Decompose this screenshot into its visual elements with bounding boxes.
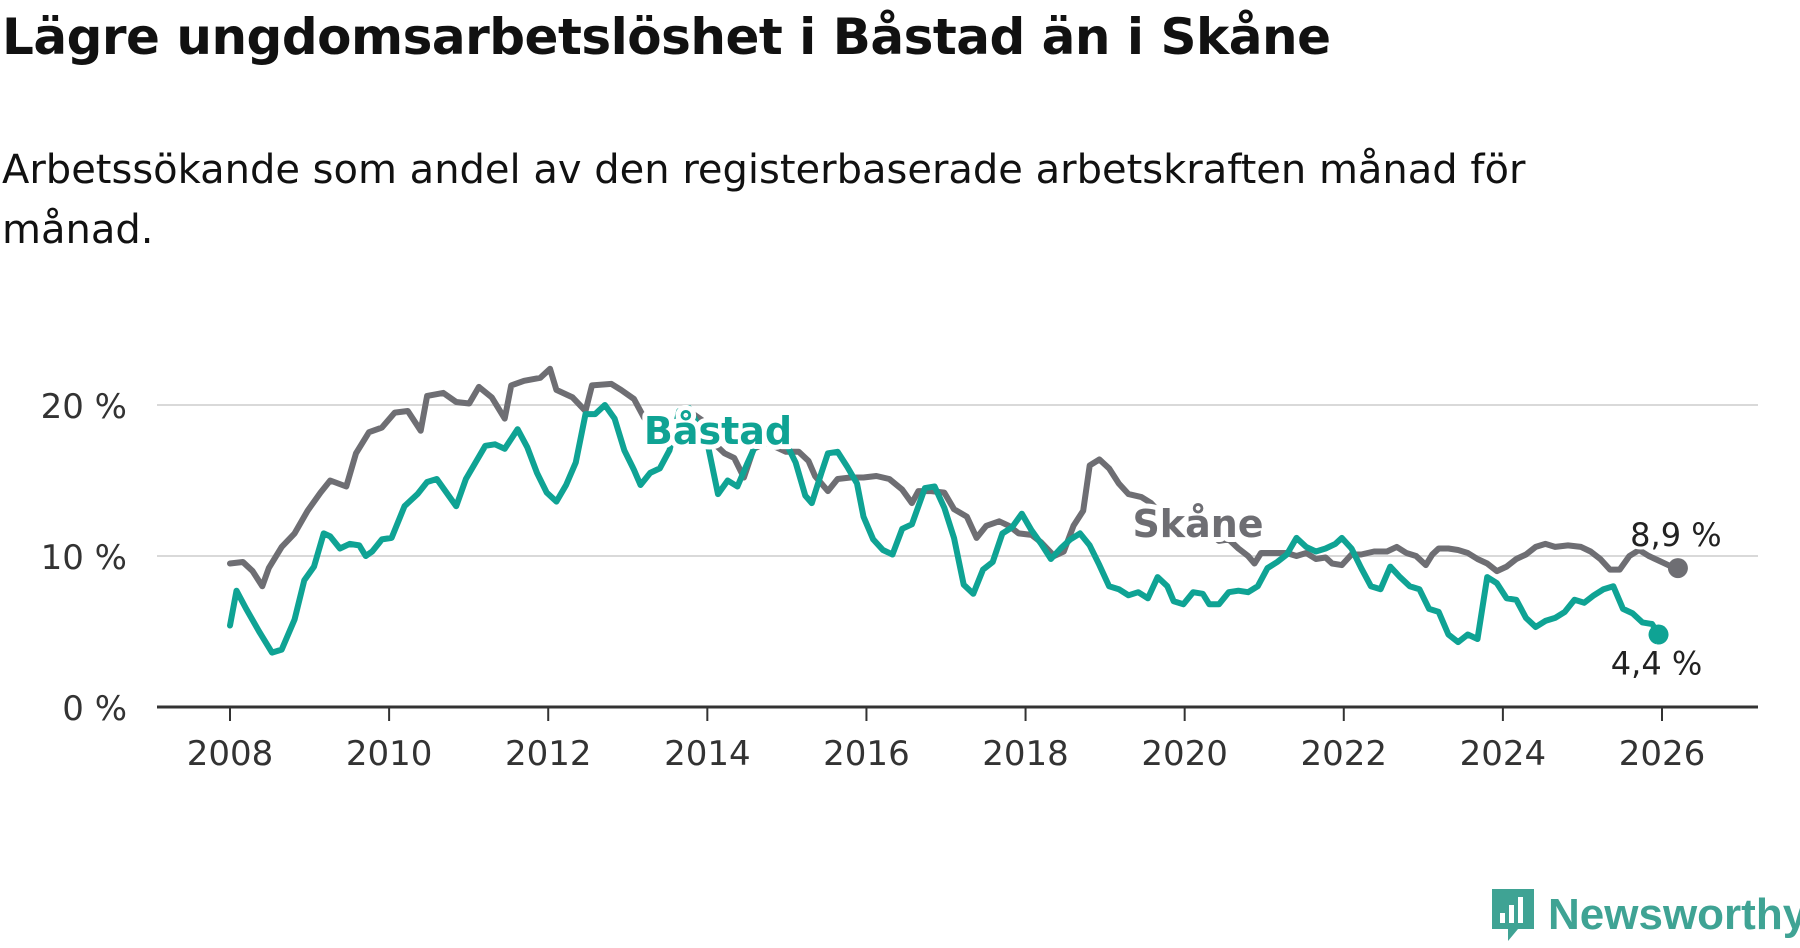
x-tick-label: 2024 [1460,734,1547,774]
series-end-marker [1648,624,1669,645]
y-tick-label: 10 % [41,538,127,578]
chart-title: Lägre ungdomsarbetslöshet i Båstad än i … [2,8,1331,66]
chart-subtitle: Arbetssökande som andel av den registerb… [2,147,1526,253]
series-end-label: 4,4 % [1611,645,1702,683]
x-tick-label: 2012 [505,734,592,774]
series-name-label: Skåne [1132,502,1263,546]
x-axis: 2008 2010 2012 2014 2016 2018 2020 2022 2024 2026 [157,705,1758,774]
x-tick-label: 2026 [1619,734,1706,774]
newsworthy-logo-icon [1492,889,1534,941]
y-tick-label: 0 % [62,689,127,729]
series-line-skne [227,365,1681,590]
y-tick-label: 20 % [41,387,127,427]
series-labels: 8,9 % 4,4 % Båstad Skåne [639,404,1725,686]
x-tick-label: 2016 [823,734,910,774]
series-line-bstad [227,402,1662,656]
x-tick-label: 2022 [1301,734,1388,774]
series-name-label: Båstad [644,409,792,453]
x-tick-label: 2008 [187,734,274,774]
series-end-marker [1667,558,1688,579]
newsworthy-logo: Newsworthy [1488,885,1800,945]
grid-lines [157,404,1758,557]
logo-name: Newsworthy [1548,890,1800,939]
x-tick-label: 2020 [1141,734,1228,774]
x-tick-label: 2014 [664,734,751,774]
series-end-label: 8,9 % [1630,516,1721,554]
y-axis: 0 % 10 % 20 % [41,387,127,729]
x-tick-label: 2010 [346,734,433,774]
series-layer [227,365,1688,656]
x-tick-label: 2018 [982,734,1069,774]
